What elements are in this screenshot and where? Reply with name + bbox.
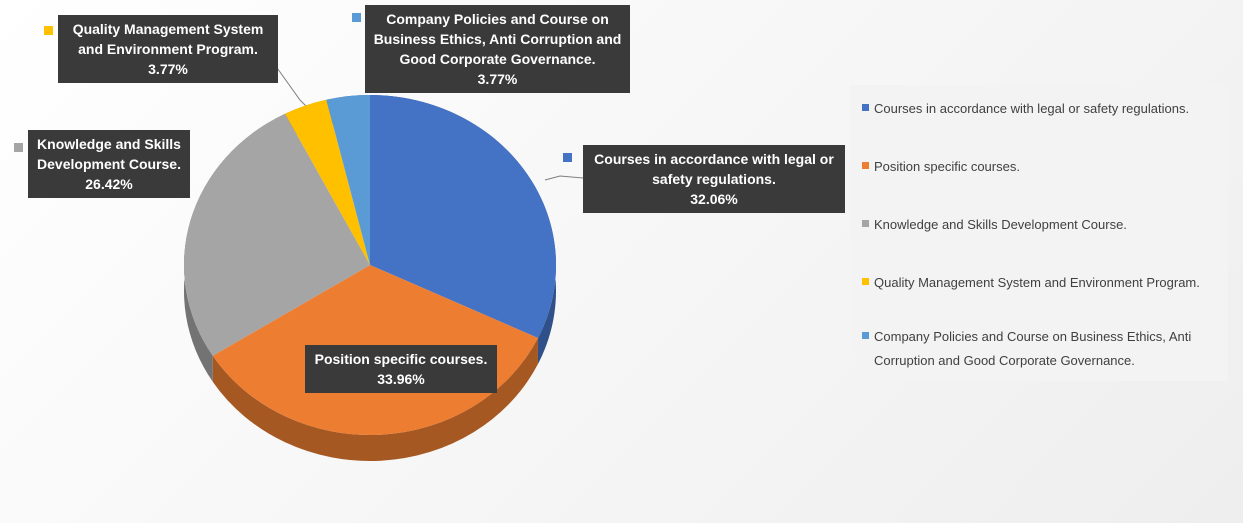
leader-line [269,57,307,107]
data-label: Knowledge and Skills Development Course.… [28,130,190,198]
legend-swatch [862,278,869,285]
legend-item: Company Policies and Course on Business … [862,325,1222,373]
data-label-name: Position specific courses. [314,351,488,367]
label-marker [14,143,23,152]
slice-side [212,338,538,461]
legend-item: Knowledge and Skills Development Course. [862,213,1222,237]
label-marker [44,26,53,35]
slice [285,99,370,265]
data-label-name: Courses in accordance with legal or safe… [594,151,834,187]
legend-swatch [862,162,869,169]
data-label: Quality Management System and Environmen… [58,15,278,83]
slice [326,95,370,265]
legend-label: Quality Management System and Environmen… [874,275,1200,290]
data-label-name: Quality Management System and Environmen… [72,21,264,57]
data-label-value: 3.77% [148,61,188,77]
data-label: Courses in accordance with legal or safe… [583,145,845,213]
leader-line [544,175,584,181]
data-label: Position specific courses. 33.96% [305,345,497,393]
legend-item: Quality Management System and Environmen… [862,271,1222,295]
data-label: Company Policies and Course on Business … [365,5,630,93]
data-label-name: Company Policies and Course on Business … [373,11,622,67]
legend-label: Knowledge and Skills Development Course. [874,217,1127,232]
legend-swatch [862,220,869,227]
label-marker [563,153,572,162]
legend-item: Courses in accordance with legal or safe… [862,97,1222,121]
legend-swatch [862,332,869,339]
label-marker [352,13,361,22]
slice [184,113,370,356]
data-label-value: 3.77% [477,71,518,87]
data-label-value: 26.42% [85,176,133,192]
legend-label: Company Policies and Course on Business … [874,329,1192,368]
legend-label: Courses in accordance with legal or safe… [874,101,1190,116]
legend-swatch [862,104,869,111]
data-label-value: 33.96% [377,371,425,387]
data-label-name: Knowledge and Skills Development Course. [37,136,181,172]
data-label-value: 32.06% [690,191,738,207]
legend: Courses in accordance with legal or safe… [850,85,1228,381]
legend-item: Position specific courses. [862,155,1222,179]
legend-label: Position specific courses. [874,159,1020,174]
slice [370,95,556,339]
